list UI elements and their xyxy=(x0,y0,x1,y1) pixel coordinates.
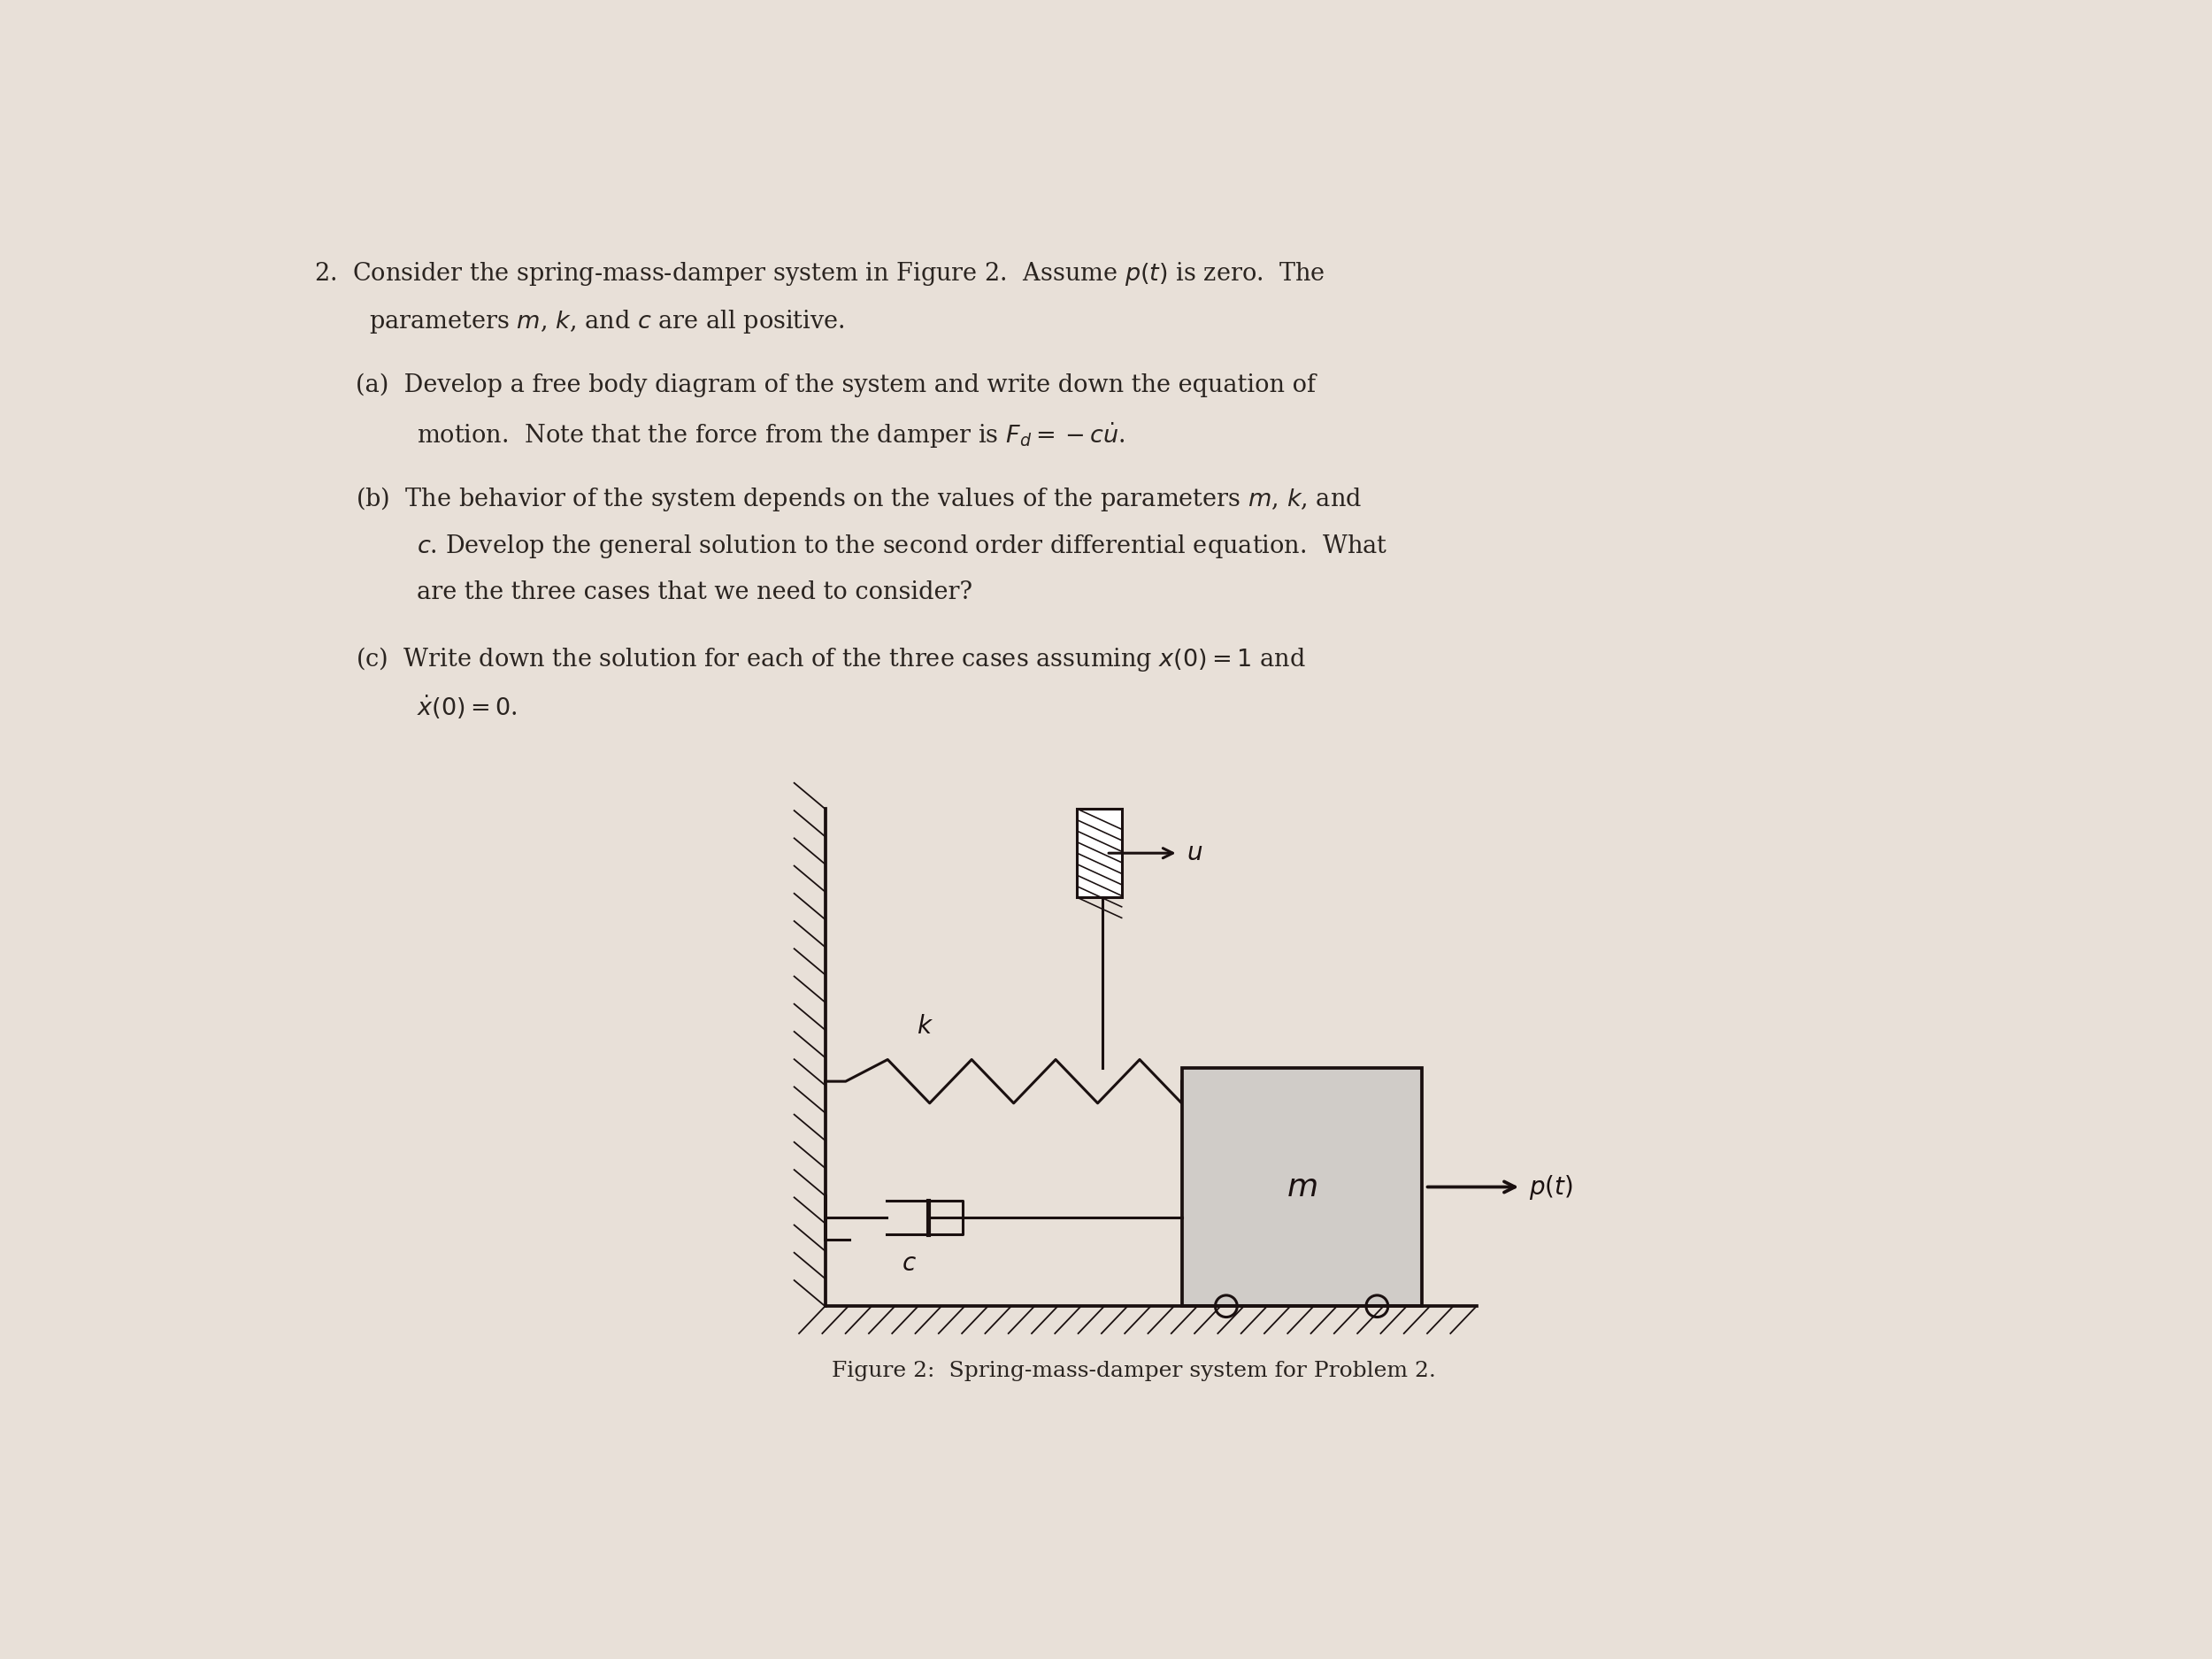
Text: parameters $m$, $k$, and $c$ are all positive.: parameters $m$, $k$, and $c$ are all pos… xyxy=(369,309,845,335)
Text: (c)  Write down the solution for each of the three cases assuming $x(0) = 1$ and: (c) Write down the solution for each of … xyxy=(356,645,1305,674)
Text: 2.  Consider the spring-mass-damper system in Figure 2.  Assume $p(t)$ is zero. : 2. Consider the spring-mass-damper syste… xyxy=(314,260,1325,287)
Bar xyxy=(1181,1068,1422,1306)
Bar xyxy=(1077,810,1121,898)
Text: (b)  The behavior of the system depends on the values of the parameters $m$, $k$: (b) The behavior of the system depends o… xyxy=(356,484,1363,514)
Text: $p(t)$: $p(t)$ xyxy=(1528,1173,1573,1201)
Text: (a)  Develop a free body diagram of the system and write down the equation of: (a) Develop a free body diagram of the s… xyxy=(356,373,1316,397)
Text: Figure 2:  Spring-mass-damper system for Problem 2.: Figure 2: Spring-mass-damper system for … xyxy=(832,1360,1436,1380)
Text: $c$: $c$ xyxy=(902,1251,918,1276)
Text: $k$: $k$ xyxy=(916,1015,933,1039)
Text: $m$: $m$ xyxy=(1287,1171,1316,1203)
Text: $\dot{x}(0) = 0$.: $\dot{x}(0) = 0$. xyxy=(418,693,518,720)
Text: are the three cases that we need to consider?: are the three cases that we need to cons… xyxy=(418,581,973,604)
Text: $u$: $u$ xyxy=(1186,841,1203,864)
Text: $c$. Develop the general solution to the second order differential equation.  Wh: $c$. Develop the general solution to the… xyxy=(418,533,1387,561)
Text: motion.  Note that the force from the damper is $F_d = -c\dot{u}$.: motion. Note that the force from the dam… xyxy=(418,420,1126,450)
